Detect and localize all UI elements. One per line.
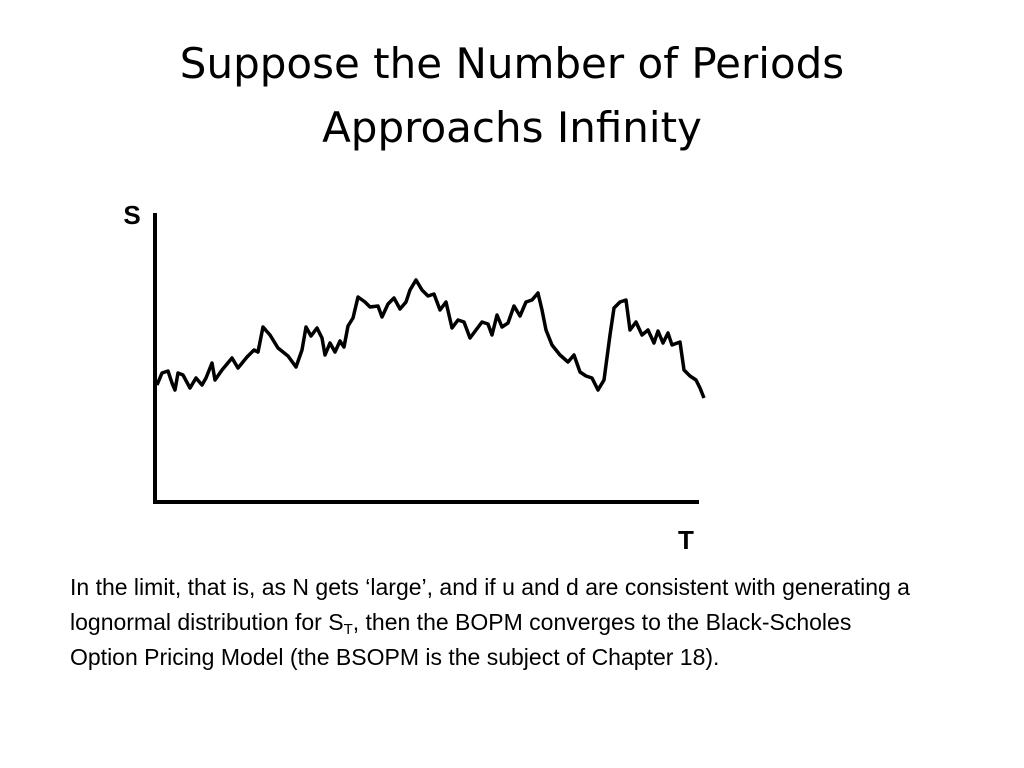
text: In the limit, that is, as N gets ‘large’… (70, 574, 910, 635)
subscript: T (343, 621, 353, 638)
title-line: Suppose the Number of Periods (179, 39, 845, 88)
title-line: Approachs Infinity (322, 103, 702, 152)
x-axis-label: T (678, 525, 694, 555)
slide-title: Suppose the Number of Periods Approachs … (0, 32, 1024, 160)
body-text: In the limit, that is, as N gets ‘large’… (70, 570, 910, 675)
text: , then the BOPM converges to the Black-S… (70, 609, 852, 670)
price-path (155, 278, 706, 399)
y-axis-label: S (123, 200, 140, 230)
